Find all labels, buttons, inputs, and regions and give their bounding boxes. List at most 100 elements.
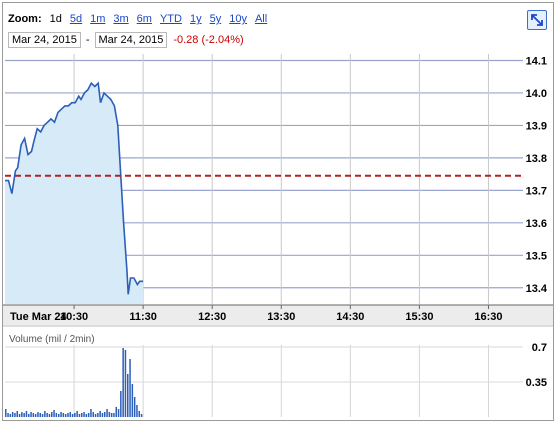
volume-bar [74,413,76,417]
volume-bar [21,412,23,417]
volume-bar [81,413,83,417]
volume-bar [28,414,30,417]
zoom-5d[interactable]: 5d [69,13,83,25]
volume-bar [7,413,9,417]
volume-bar [30,412,32,417]
volume-bar [71,414,74,417]
zoom-1m[interactable]: 1m [90,13,106,25]
volume-bar [99,411,101,417]
price-change: -0.28 (-2.04%) [173,34,244,46]
x-tick-label-4: 14:30 [336,311,364,323]
end-date-input[interactable]: Mar 24, 2015 [94,32,168,48]
volume-bar [55,413,58,417]
volume-bar [120,391,122,417]
volume-bar [67,413,69,417]
price-y-tick-3: 13.8 [526,153,547,165]
zoom-3m[interactable]: 3m [113,13,129,25]
volume-panel: Volume (mil / 2min) 0.7 0.35 [3,325,553,417]
volume-bar [44,411,46,417]
volume-bar [94,414,97,417]
volume-bar [9,414,12,417]
zoom-10y[interactable]: 10y [229,13,247,25]
x-tick-label-0: 10:30 [60,311,88,323]
volume-bar [58,414,60,417]
volume-bar [39,413,41,417]
volume-bar [25,411,28,417]
volume-bar [76,411,78,417]
date-range: Mar 24, 2015 - Mar 24, 2015 -0.28 (-2.04… [8,32,244,48]
volume-bar [90,409,92,417]
volume-bar [18,414,21,417]
volume-bar [5,409,7,417]
zoom-toolbar: Zoom: 1d 5d 1m 3m 6m YTD 1y 5y 10y All [8,11,275,27]
volume-bar [53,410,55,417]
volume-bar [104,412,106,417]
volume-bar [51,412,53,417]
volume-bar [37,412,39,417]
volume-bar [23,413,25,417]
price-area [5,81,144,304]
x-tick-label-1: 11:30 [129,311,157,323]
volume-bar [60,412,62,417]
volume-bar [131,384,134,417]
volume-label: Volume (mil / 2min) [9,334,95,345]
zoom-1d[interactable]: 1d [49,13,62,25]
volume-bar [115,407,117,417]
price-area-fill [5,83,144,304]
x-tick-label-3: 13:30 [267,311,295,323]
volume-bar [101,413,104,417]
volume-bar [133,397,136,417]
zoom-5y[interactable]: 5y [209,13,222,25]
volume-bar [41,414,44,417]
volume-bar [78,414,81,417]
volume-bar [136,405,138,417]
volume-y-tick-0: 0.7 [532,342,547,354]
volume-bar [129,359,131,417]
volume-bar [46,413,48,417]
start-date-input[interactable]: Mar 24, 2015 [8,32,81,48]
price-y-tick-1: 14.0 [526,88,547,100]
volume-bar [106,409,108,417]
volume-bar [11,412,14,417]
volume-bar [62,413,65,417]
time-axis-band [3,305,553,325]
volume-bar [110,413,113,417]
price-y-tick-7: 13.4 [526,283,548,295]
volume-bar [16,411,18,417]
expand-button[interactable] [527,10,547,30]
volume-bar [83,412,85,417]
price-y-ticks: 14.1 14.0 13.9 13.8 13.7 13.6 13.5 13.4 [526,55,548,294]
volume-bar [127,374,129,417]
volume-bar [138,411,140,417]
volume-bar [113,413,115,417]
volume-bar [108,412,111,417]
price-y-tick-0: 14.1 [526,55,547,67]
x-tick-label-2: 12:30 [198,311,226,323]
volume-bar [140,414,143,417]
volume-bar [48,414,51,417]
zoom-all[interactable]: All [254,13,268,25]
volume-bar [122,348,124,417]
volume-bar [14,413,16,417]
volume-y-tick-1: 0.35 [526,377,547,389]
zoom-label: Zoom: [8,13,42,25]
zoom-1y[interactable]: 1y [189,13,202,25]
x-start-label: Tue Mar 24 [10,311,68,323]
price-y-tick-5: 13.6 [526,218,547,230]
volume-bar [64,414,67,417]
volume-bar [69,412,71,417]
price-line [5,81,144,295]
volume-bar [117,409,120,417]
volume-bar [85,414,88,417]
price-y-tick-4: 13.7 [526,185,547,197]
volume-bar [34,414,37,417]
expand-icon [531,14,543,26]
zoom-ytd[interactable]: YTD [159,13,182,25]
x-tick-label-5: 15:30 [405,311,433,323]
price-y-tick-6: 13.5 [526,250,547,262]
zoom-6m[interactable]: 6m [136,13,152,25]
volume-bar [87,413,90,417]
range-separator: - [85,34,90,46]
